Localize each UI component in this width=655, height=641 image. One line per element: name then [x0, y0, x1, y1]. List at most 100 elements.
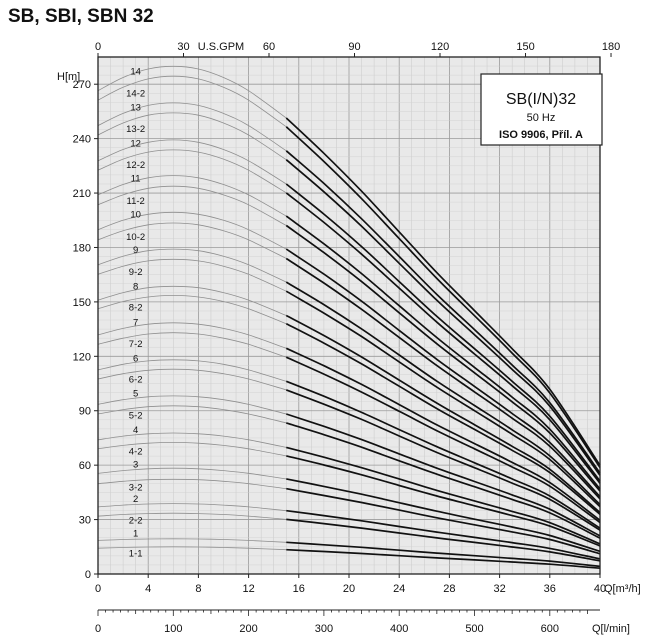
curve-7-extended — [97, 322, 287, 349]
curve-14-extended — [97, 65, 287, 119]
stage-label: 2 — [133, 494, 138, 505]
lmin-axis-label: Q[l/min] — [592, 623, 630, 635]
curve-10-extended — [97, 211, 287, 250]
y-tick-label: 120 — [73, 351, 91, 363]
curve-12-extended — [97, 139, 287, 185]
curve-9 — [285, 281, 601, 506]
curve-5-2-extended — [97, 405, 287, 424]
stage-label: 5-2 — [129, 411, 143, 422]
page-title: SB, SBI, SBN 32 — [8, 6, 154, 27]
curve-12-2 — [285, 192, 601, 484]
curve-8-extended — [97, 285, 287, 316]
pump-curves — [97, 65, 601, 570]
y-tick-label: 90 — [79, 406, 91, 418]
stage-label: 13-2 — [126, 124, 145, 135]
stage-label: 10-2 — [126, 232, 145, 243]
y-axis-label: H[m] — [57, 71, 80, 83]
stage-label: 7-2 — [129, 339, 143, 350]
stage-label: 5 — [133, 389, 138, 400]
curve-1-1 — [286, 548, 601, 570]
stage-label: 11 — [131, 174, 141, 185]
x-tick-label: 8 — [195, 583, 201, 595]
legend-frame — [480, 73, 603, 146]
curve-5-2 — [286, 422, 601, 539]
stage-label: 9 — [133, 245, 138, 256]
curve-1-extended — [97, 538, 287, 543]
stage-label: 6 — [133, 353, 138, 364]
curve-11 — [285, 215, 601, 490]
usgpm-tick-label: 180 — [602, 41, 620, 53]
y-tick-label: 0 — [85, 569, 91, 581]
curve-13-extended — [97, 102, 287, 152]
curve-10-2-extended — [97, 222, 287, 259]
curve-10-2 — [285, 257, 601, 500]
curve-7 — [285, 347, 601, 521]
curve-12-2-extended — [97, 149, 287, 194]
curve-4-extended — [97, 432, 287, 448]
curve-1-1-extended — [97, 546, 287, 551]
stage-label: 3 — [133, 460, 138, 471]
usgpm-axis-label: U.S.GPM — [198, 41, 244, 53]
y-tick-label: 60 — [79, 460, 91, 472]
curve-3-2-extended — [97, 478, 287, 490]
curve-13-2-extended — [97, 112, 287, 161]
x-tick-label: 20 — [343, 583, 355, 595]
curve-8-2 — [285, 322, 601, 515]
chart-axes: 0 4 8 12 16 20 24 28 32 36 40Q[m³/h]03060901201501… — [57, 41, 641, 635]
lmin-tick-label: 100 — [164, 623, 182, 635]
stage-label: 11-2 — [126, 196, 144, 207]
curve-6-2-extended — [97, 368, 287, 391]
stage-label: 12 — [130, 139, 141, 150]
usgpm-tick-label: 30 — [177, 41, 189, 53]
curve-8-2-extended — [97, 294, 287, 325]
lmin-tick-label: 0 — [95, 623, 101, 635]
stage-label: 8 — [133, 282, 138, 293]
x-tick-label: 32 — [493, 583, 505, 595]
usgpm-tick-label: 60 — [263, 41, 275, 53]
curve-3-extended — [97, 467, 287, 480]
curve-5 — [286, 413, 601, 537]
curve-2-2 — [286, 518, 601, 562]
y-tick-label: 30 — [79, 515, 91, 527]
curve-3 — [286, 478, 601, 553]
curve-1 — [286, 541, 601, 568]
curve-4 — [286, 446, 601, 545]
lmin-tick-label: 400 — [390, 623, 408, 635]
y-tick-label: 270 — [73, 79, 91, 91]
legend-frequency: 50 Hz — [527, 112, 556, 124]
curve-3-2 — [286, 487, 601, 555]
curve-14 — [285, 117, 601, 466]
lmin-tick-label: 300 — [315, 623, 333, 635]
stage-label: 1 — [133, 529, 138, 540]
x-tick-label: 40 — [594, 583, 606, 595]
curve-6 — [285, 380, 601, 529]
legend-standard: ISO 9906, Příl. A — [499, 129, 583, 141]
y-tick-label: 180 — [73, 242, 91, 254]
usgpm-tick-label: 150 — [516, 41, 534, 53]
usgpm-tick-label: 90 — [348, 41, 360, 53]
curve-11-extended — [97, 175, 287, 217]
stage-label: 10 — [130, 209, 141, 220]
stage-label: 8-2 — [129, 303, 143, 314]
stage-label: 12-2 — [126, 160, 145, 171]
stage-label: 13 — [130, 102, 141, 113]
stage-label: 6-2 — [129, 375, 143, 386]
y-tick-label: 210 — [73, 188, 91, 200]
stage-label: 4-2 — [129, 446, 143, 457]
curve-2-extended — [97, 503, 287, 512]
curve-6-2 — [285, 389, 601, 531]
y-tick-label: 240 — [73, 134, 91, 146]
x-tick-label: 16 — [293, 583, 305, 595]
curve-9-extended — [97, 248, 287, 283]
curve-6-extended — [97, 359, 287, 382]
curve-14-2 — [285, 126, 601, 468]
stage-label: 14 — [130, 66, 141, 77]
stage-label: 9-2 — [129, 267, 143, 278]
curve-4-2-extended — [97, 442, 287, 457]
usgpm-tick-label: 120 — [431, 41, 449, 53]
stage-label: 1-1 — [129, 549, 143, 560]
curve-7-2 — [285, 356, 601, 524]
x-tick-label: 24 — [393, 583, 405, 595]
lmin-tick-label: 600 — [541, 623, 559, 635]
